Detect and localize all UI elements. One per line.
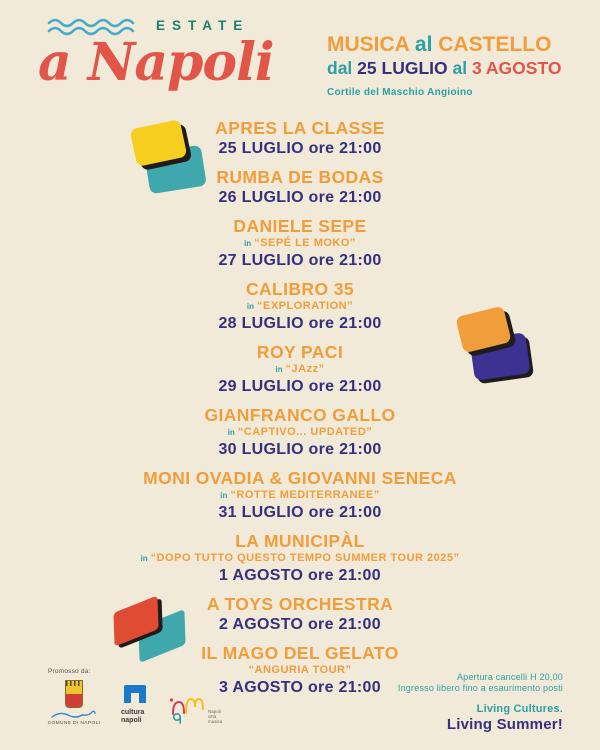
event-date: 30 LUGLIO ore 21:00 [218,441,382,458]
event-subtitle-prefix: in [140,554,148,563]
cultura-napoli-label: cultura napoli [121,709,145,724]
event-subtitle-text: “CAPTIVO... UPDATED” [237,426,373,438]
event-date: 25 LUGLIO ore 21:00 [218,140,382,157]
event-title: ROY PACI [256,342,344,362]
event-date: 2 AGOSTO ore 21:00 [219,616,381,633]
event-subtitle-text: “EXPLORATION” [256,300,354,312]
waves-icon [47,18,135,36]
event-title: GIANFRANCO GALLO [204,405,396,425]
event-subtitle-prefix: in [246,302,254,311]
event-subtitle-prefix: in [275,365,283,374]
series-title: MUSICA al CASTELLO [327,33,582,57]
event-subtitle-prefix: in [220,491,228,500]
event-title: RUMBA DE BODAS [216,167,384,187]
series-title-al: al [414,33,433,56]
event-item: APRES LA CLASSE 25 LUGLIO ore 21:00 [215,119,385,157]
dates-to: 3 AGOSTO [471,58,562,78]
event-date: 27 LUGLIO ore 21:00 [218,252,382,269]
promoter-logos: COMUNE DI NAPOLI cultura napoli Napoli c… [46,680,223,726]
napoli-citta-musica-label: Napoli città musica [208,709,223,724]
comune-di-napoli-logo: COMUNE DI NAPOLI [46,680,102,726]
event-title: LA MUNICIPÀL [235,531,365,551]
a-napoli-wordmark: a Napoli [38,32,275,93]
event-subtitle-text: “JAzz” [285,363,325,375]
promoted-by-label: Promosso da: [48,668,91,675]
event-subtitle: in “ROTTE MEDITERRANEE” [143,490,457,501]
event-subtitle: in “EXPLORATION” [218,301,381,312]
event-title: CALIBRO 35 [245,279,355,299]
cultura-napoli-arch-icon [124,685,146,703]
series-title-musica: MUSICA [327,33,410,56]
napoli-citta-musica-logo: Napoli città musica [168,680,223,724]
event-subtitle: in “CAPTIVO... UPDATED” [204,427,395,438]
estate-wordmark: ESTATE [156,18,250,33]
events-list: APRES LA CLASSE 25 LUGLIO ore 21:00 RUMBA … [0,119,600,696]
dates-dal: dal [327,58,353,78]
event-subtitle-prefix: in [244,239,252,248]
event-item: LA MUNICIPÀL in “DOPO TUTTO QUESTO TEMPO S… [141,532,460,584]
event-title: APRES LA CLASSE [215,118,385,138]
event-item: DANIELE SEPE in “SEPÉ LE MOKO” 27 LUGLIO or… [218,217,381,269]
entry-info: Ingresso libero fino a esaurimento posti [397,683,563,693]
event-item: GIANFRANCO GALLO in “CAPTIVO... UPDATED” 30… [204,406,395,458]
tagline-living-summer: Living Summer! [446,716,563,733]
event-item: RUMBA DE BODAS 26 LUGLIO ore 21:00 [216,168,383,206]
event-item: IL MAGO DEL GELATO “ANGURIA TOUR” 3 AGOSTO… [201,644,398,696]
event-subtitle-text: “ANGURIA TOUR” [248,664,352,676]
series-title-castello: CASTELLO [438,33,552,56]
comune-di-napoli-label: COMUNE DI NAPOLI [47,721,101,726]
event-subtitle: in “SEPÉ LE MOKO” [218,238,381,249]
footer-info: Apertura cancelli H 20,00 Ingresso liber… [398,672,563,733]
event-title: IL MAGO DEL GELATO [201,643,399,663]
event-date: 26 LUGLIO ore 21:00 [218,189,382,206]
event-date: 28 LUGLIO ore 21:00 [218,315,382,332]
event-title: MONI OVADIA & GIOVANNI SENECA [143,468,457,488]
cultura-napoli-logo: cultura napoli [115,680,155,724]
musica-squiggle-icon [169,697,204,724]
event-subtitle: in “JAzz” [218,364,381,375]
dates-al: al [452,58,468,78]
event-subtitle-text: “ROTTE MEDITERRANEE” [230,489,380,501]
event-date: 29 LUGLIO ore 21:00 [218,378,382,395]
event-subtitle: “ANGURIA TOUR” [201,665,398,676]
event-item: CALIBRO 35 in “EXPLORATION” 28 LUGLIO ore 2… [218,280,381,332]
comune-crest-icon [65,680,83,708]
event-date: 1 AGOSTO ore 21:00 [219,567,381,584]
gates-info: Apertura cancelli H 20,00 [456,672,563,682]
event-item: MONI OVADIA & GIOVANNI SENECA in “ROTTE ME… [143,469,457,521]
event-subtitle-text: “DOPO TUTTO QUESTO TEMPO SUMMER TOUR 202… [150,552,460,564]
sea-wave-icon [51,710,96,718]
event-item: ROY PACI in “JAzz” 29 LUGLIO ore 21:00 [218,343,381,395]
event-date: 3 AGOSTO ore 21:00 [219,679,381,696]
header: MUSICA al CASTELLO dal 25 LUGLIO al 3 AG… [327,33,582,98]
event-subtitle-text: “SEPÉ LE MOKO” [254,237,356,249]
event-item: A TOYS ORCHESTRA 2 AGOSTO ore 21:00 [207,595,393,633]
series-dates: dal 25 LUGLIO al 3 AGOSTO [327,58,582,79]
event-title: A TOYS ORCHESTRA [206,594,394,614]
dates-from: 25 LUGLIO [357,58,448,78]
event-subtitle: in “DOPO TUTTO QUESTO TEMPO SUMMER TOUR 2… [141,553,460,564]
event-subtitle-prefix: in [227,428,235,437]
event-date: 31 LUGLIO ore 21:00 [218,504,382,521]
event-title: DANIELE SEPE [233,216,367,236]
tagline-living-cultures: Living Cultures. [476,703,563,715]
venue: Cortile del Maschio Angioino [327,87,473,98]
